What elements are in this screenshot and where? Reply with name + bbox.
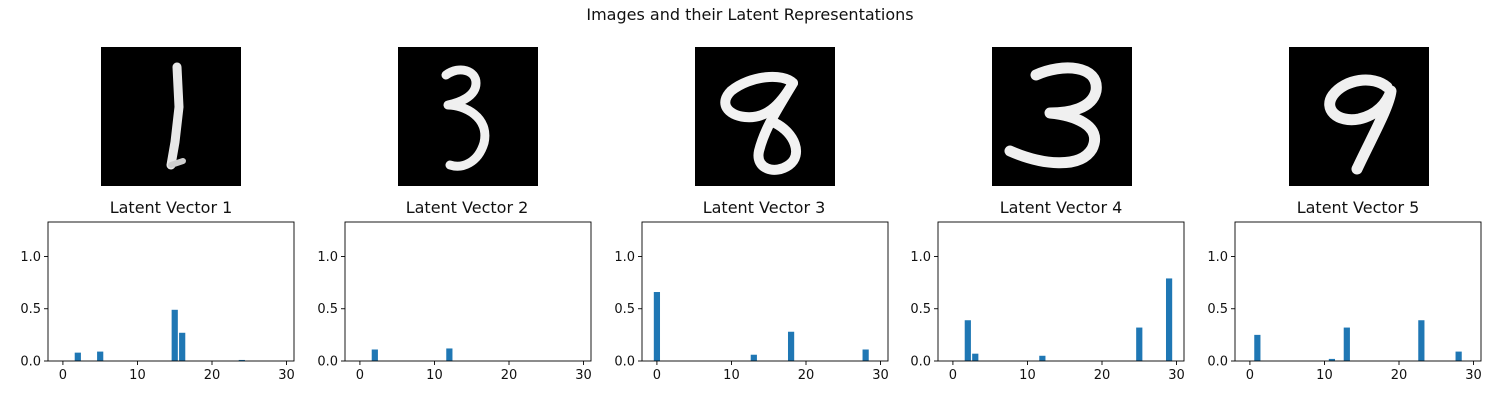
y-tick-label: 1.0 xyxy=(614,250,635,265)
x-tick-label: 20 xyxy=(204,368,221,383)
bar-2-1 xyxy=(371,349,378,361)
bar-4-3 xyxy=(1039,355,1046,361)
bar-5-1 xyxy=(1254,334,1261,361)
bar-1-5 xyxy=(238,359,245,361)
bar-5-2 xyxy=(1328,358,1336,361)
bar-4-1 xyxy=(964,320,971,361)
figure-title: Images and their Latent Representations xyxy=(586,5,914,24)
latent-chart-4: 0 10 20 30 0.0 0.5 1.0 xyxy=(910,221,1185,383)
x-tick-label: 30 xyxy=(1168,368,1185,383)
subplot-title-2: Latent Vector 2 xyxy=(405,198,529,217)
x-tick-label: 0 xyxy=(1246,368,1254,383)
x-tick-label: 0 xyxy=(356,368,364,383)
axes-frame xyxy=(641,221,889,362)
digit-1-image xyxy=(101,47,241,186)
digit-8-image xyxy=(695,47,835,186)
bar-3-3 xyxy=(787,331,795,361)
x-tick-label: 20 xyxy=(501,368,518,383)
x-tick-label: 10 xyxy=(426,368,443,383)
x-tick-label: 0 xyxy=(653,368,661,383)
bar-1-2 xyxy=(97,351,104,361)
latent-chart-2: 0 10 20 30 0.0 0.5 1.0 xyxy=(317,221,592,383)
bar-5-3 xyxy=(1343,327,1350,361)
x-tick-label: 30 xyxy=(278,368,295,383)
bar-4-4 xyxy=(1136,327,1143,361)
digit-3-image xyxy=(992,47,1132,186)
x-tick-label: 30 xyxy=(1465,368,1482,383)
bar-2-2 xyxy=(446,348,453,361)
x-tick-label: 20 xyxy=(1391,368,1408,383)
bar-3-4 xyxy=(862,349,869,361)
bar-5-5 xyxy=(1455,351,1462,361)
bar-5-4 xyxy=(1418,320,1425,361)
latent-chart-3: 0 10 20 30 0.0 0.5 1.0 xyxy=(614,221,889,383)
x-tick-label: 10 xyxy=(1316,368,1333,383)
bar-3-2 xyxy=(750,354,757,361)
x-tick-label: 0 xyxy=(949,368,957,383)
x-tick-label: 10 xyxy=(129,368,146,383)
y-tick-label: 0.0 xyxy=(20,355,41,370)
axes-frame xyxy=(937,221,1185,362)
y-tick-label: 1.0 xyxy=(1207,250,1228,265)
y-tick-label: 0.0 xyxy=(1207,355,1228,370)
y-tick-label: 0.5 xyxy=(317,302,338,317)
y-tick-label: 0.5 xyxy=(614,302,635,317)
bar-4-5 xyxy=(1165,278,1173,361)
digit-3-image xyxy=(398,47,538,186)
x-tick-label: 0 xyxy=(59,368,67,383)
axes-frame xyxy=(344,221,592,362)
digit-9-image xyxy=(1289,47,1429,186)
x-tick-label: 10 xyxy=(723,368,740,383)
y-tick-label: 0.0 xyxy=(910,355,931,370)
x-tick-label: 30 xyxy=(575,368,592,383)
y-tick-label: 1.0 xyxy=(20,250,41,265)
bar-4-2 xyxy=(972,353,979,361)
y-tick-label: 0.0 xyxy=(614,355,635,370)
axes-frame xyxy=(47,221,295,362)
x-tick-label: 30 xyxy=(872,368,889,383)
y-tick-label: 1.0 xyxy=(317,250,338,265)
y-tick-label: 0.5 xyxy=(910,302,931,317)
y-tick-label: 0.5 xyxy=(1207,302,1228,317)
subplot-title-1: Latent Vector 1 xyxy=(109,198,233,217)
y-tick-label: 1.0 xyxy=(910,250,931,265)
bar-3-1 xyxy=(653,292,661,361)
y-tick-label: 0.0 xyxy=(317,355,338,370)
bar-1-4 xyxy=(179,332,186,361)
x-tick-label: 20 xyxy=(1094,368,1111,383)
axes-frame xyxy=(1234,221,1482,362)
latent-chart-5: 0 10 20 30 0.0 0.5 1.0 xyxy=(1207,221,1482,383)
x-tick-label: 10 xyxy=(1019,368,1036,383)
latent-chart-1: 0 10 20 30 0.0 0.5 1.0 xyxy=(20,221,295,383)
subplot-title-4: Latent Vector 4 xyxy=(999,198,1123,217)
subplot-title-3: Latent Vector 3 xyxy=(702,198,826,217)
subplot-title-5: Latent Vector 5 xyxy=(1296,198,1420,217)
bar-1-1 xyxy=(74,352,81,361)
x-tick-label: 20 xyxy=(798,368,815,383)
y-tick-label: 0.5 xyxy=(20,302,41,317)
bar-1-3 xyxy=(171,309,178,361)
